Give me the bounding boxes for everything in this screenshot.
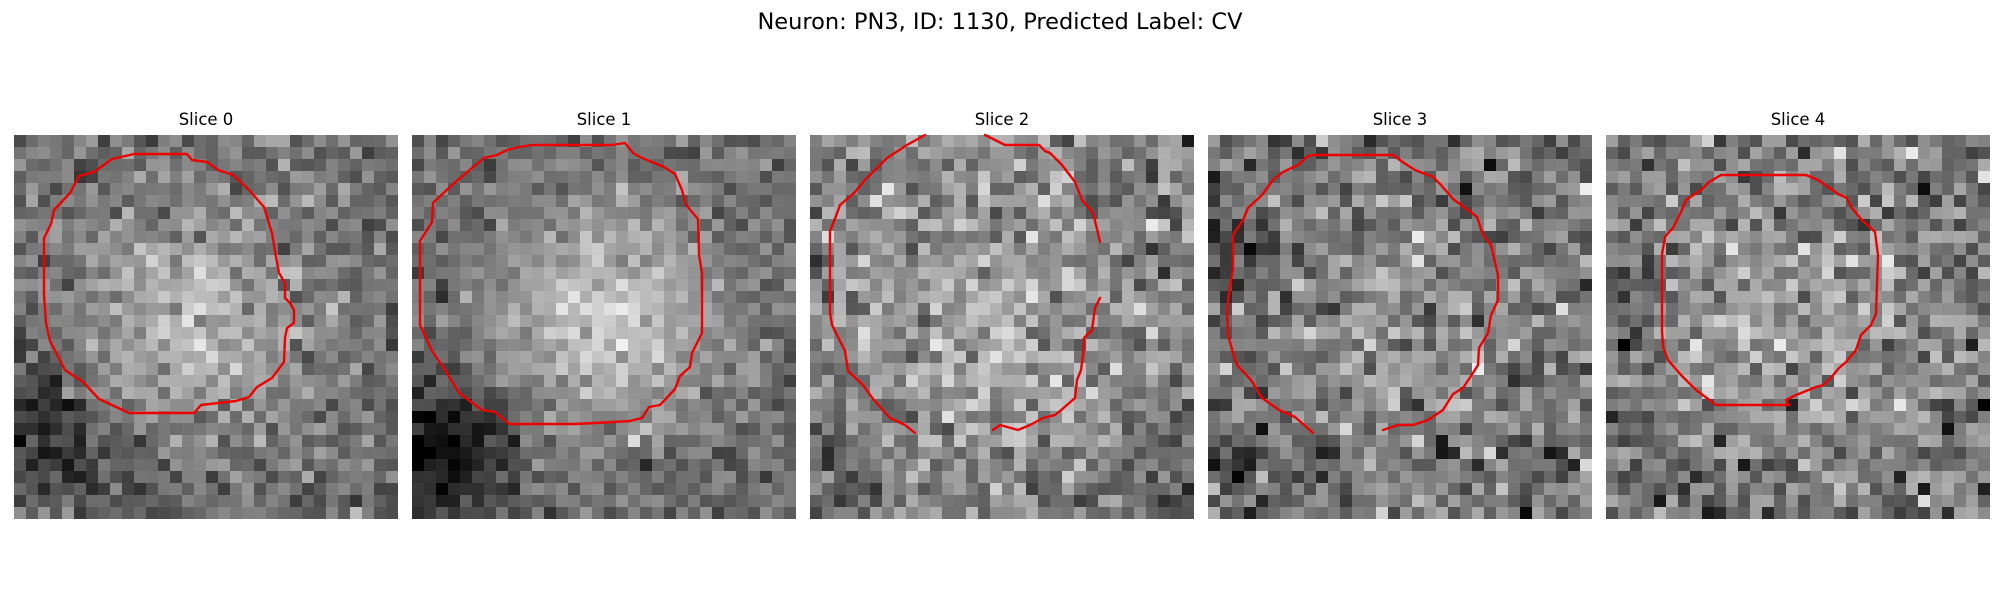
contour-line bbox=[1225, 153, 1317, 435]
slice-panel-2: Slice 2 bbox=[810, 0, 1194, 600]
slice-image bbox=[412, 135, 796, 519]
contour-line bbox=[1313, 153, 1500, 432]
slice-title: Slice 1 bbox=[576, 110, 632, 129]
segmentation-contour-overlay bbox=[418, 141, 704, 426]
contour-line bbox=[905, 133, 927, 147]
slice-image bbox=[1606, 135, 1990, 519]
slice-panel-4: Slice 4 bbox=[1606, 0, 1990, 600]
contour-line bbox=[991, 296, 1102, 432]
segmentation-contour-overlay bbox=[828, 133, 1102, 435]
slice-title: Slice 0 bbox=[178, 110, 234, 129]
slice-title: Slice 2 bbox=[974, 110, 1030, 129]
contour-line bbox=[1660, 173, 1880, 407]
slice-panel-3: Slice 3 bbox=[1208, 0, 1592, 600]
contour-line bbox=[828, 143, 917, 435]
slice-image bbox=[810, 135, 1194, 519]
segmentation-contour-overlay bbox=[1225, 153, 1500, 435]
contour-line bbox=[418, 141, 704, 426]
slice-image bbox=[1208, 135, 1592, 519]
slice-panel-1: Slice 1 bbox=[412, 0, 796, 600]
slice-panel-0: Slice 0 bbox=[14, 0, 398, 600]
contour-line bbox=[42, 152, 296, 415]
slice-image bbox=[14, 135, 398, 519]
slice-title: Slice 4 bbox=[1770, 110, 1826, 129]
segmentation-contour-overlay bbox=[1660, 173, 1880, 407]
slice-title: Slice 3 bbox=[1372, 110, 1428, 129]
figure-title: Neuron: PN3, ID: 1130, Predicted Label: … bbox=[757, 9, 1243, 35]
contour-line bbox=[983, 133, 1102, 244]
segmentation-contour-overlay bbox=[42, 152, 296, 415]
